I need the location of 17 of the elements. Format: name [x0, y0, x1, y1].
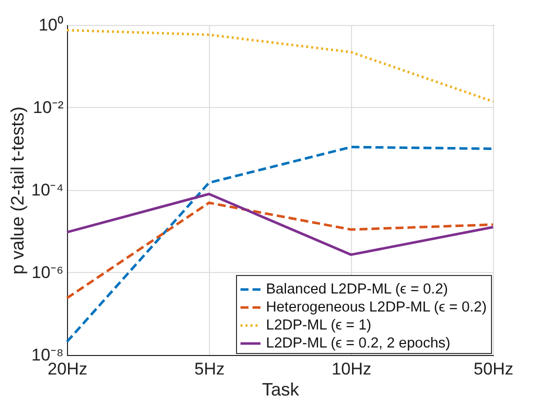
x-tick-label: 50Hz [474, 360, 514, 378]
y-axis-title: p value (2-tail t-tests) [7, 106, 28, 275]
y-tick-label: 10⁰ [38, 16, 64, 34]
line-series [66, 192, 494, 256]
x-tick-label: 5Hz [194, 360, 225, 378]
x-tick-label: 10Hz [332, 360, 372, 378]
y-tick-label: 10⁻² [32, 98, 64, 117]
legend-label: L2DP-ML (ϵ = 1) [266, 318, 372, 334]
legend-label: Balanced L2DP-ML (ϵ = 0.2) [266, 282, 448, 298]
line-series [66, 28, 494, 103]
line-series [66, 202, 494, 300]
x-axis-title: Task [262, 380, 300, 400]
y-tick-label: 10⁻⁶ [32, 263, 64, 282]
legend-label: L2DP-ML (ϵ = 0.2, 2 epochs) [266, 336, 450, 352]
legend-label: Heterogeneous L2DP-ML (ϵ = 0.2) [266, 300, 487, 316]
y-tick-label: 10⁻⁴ [31, 180, 64, 200]
x-tick-label: 20Hz [48, 360, 88, 378]
